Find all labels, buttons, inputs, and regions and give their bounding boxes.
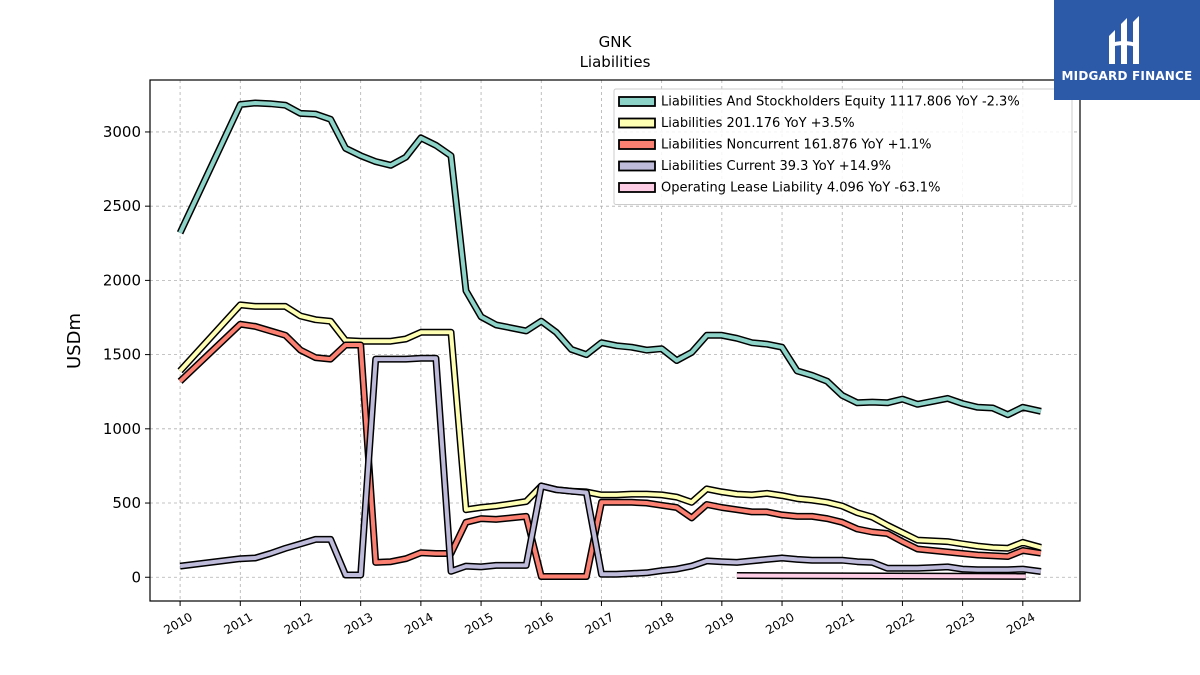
plot-frame	[149, 79, 1081, 602]
legend-label-1: Liabilities 201.176 YoY +3.5%	[661, 116, 855, 131]
series-line-4	[736, 573, 1026, 579]
series-line-0	[178, 101, 1042, 417]
legend-swatch-3	[618, 160, 656, 172]
x-tick-label: 2021	[824, 610, 857, 637]
x-tick-label: 2011	[222, 610, 255, 637]
y-tick-label: 1000	[103, 420, 141, 438]
x-tick-label: 2016	[523, 610, 556, 637]
chart-subtitle: Liabilities	[580, 53, 651, 71]
series-group	[176, 99, 1042, 580]
y-tick-label: 3000	[103, 123, 141, 141]
legend-label-4: Operating Lease Liability 4.096 YoY -63.…	[661, 181, 940, 196]
series-line-2	[178, 322, 1042, 579]
y-tick-label: 500	[112, 494, 141, 512]
x-tick-label: 2023	[944, 610, 977, 637]
legend-swatch-1	[618, 117, 656, 129]
x-tick-label: 2022	[884, 610, 917, 637]
y-axis-label: USDm	[64, 313, 85, 369]
x-tick-label: 2019	[703, 610, 736, 637]
x-tick-label: 2013	[342, 610, 375, 637]
x-tick-label: 2014	[402, 610, 435, 637]
legend: Liabilities And Stockholders Equity 1117…	[613, 88, 1073, 205]
legend-swatch-4	[618, 182, 656, 193]
y-tick-label: 2000	[103, 271, 141, 289]
legend-label-3: Liabilities Current 39.3 YoY +14.9%	[661, 159, 891, 174]
legend-label-0: Liabilities And Stockholders Equity 1117…	[661, 95, 1020, 110]
y-tick-label: 0	[131, 568, 141, 586]
legend-swatch-2	[618, 139, 656, 150]
legend-swatch-0	[618, 96, 656, 107]
x-tick-label: 2010	[161, 610, 194, 637]
x-tick-label: 2017	[583, 610, 616, 637]
x-tick-label: 2018	[643, 610, 676, 637]
y-tick-label: 2500	[103, 197, 141, 215]
legend-label-2: Liabilities Noncurrent 161.876 YoY +1.1%	[661, 138, 932, 153]
legend-box	[613, 88, 1073, 205]
brand-name: MIDGARD FINANCE	[1061, 69, 1193, 83]
x-tick-label: 2012	[282, 610, 315, 637]
x-tick-label: 2020	[763, 610, 796, 637]
x-tick-label: 2024	[1004, 610, 1037, 637]
chart-title: GNK	[599, 33, 633, 51]
midgard-logo-icon	[1109, 16, 1139, 64]
y-tick-label: 1500	[103, 346, 141, 364]
series-line-3	[179, 356, 1042, 577]
x-tick-label: 2015	[462, 610, 495, 637]
series-line-1	[178, 302, 1042, 551]
brand-badge: MIDGARD FINANCE	[1054, 0, 1200, 100]
